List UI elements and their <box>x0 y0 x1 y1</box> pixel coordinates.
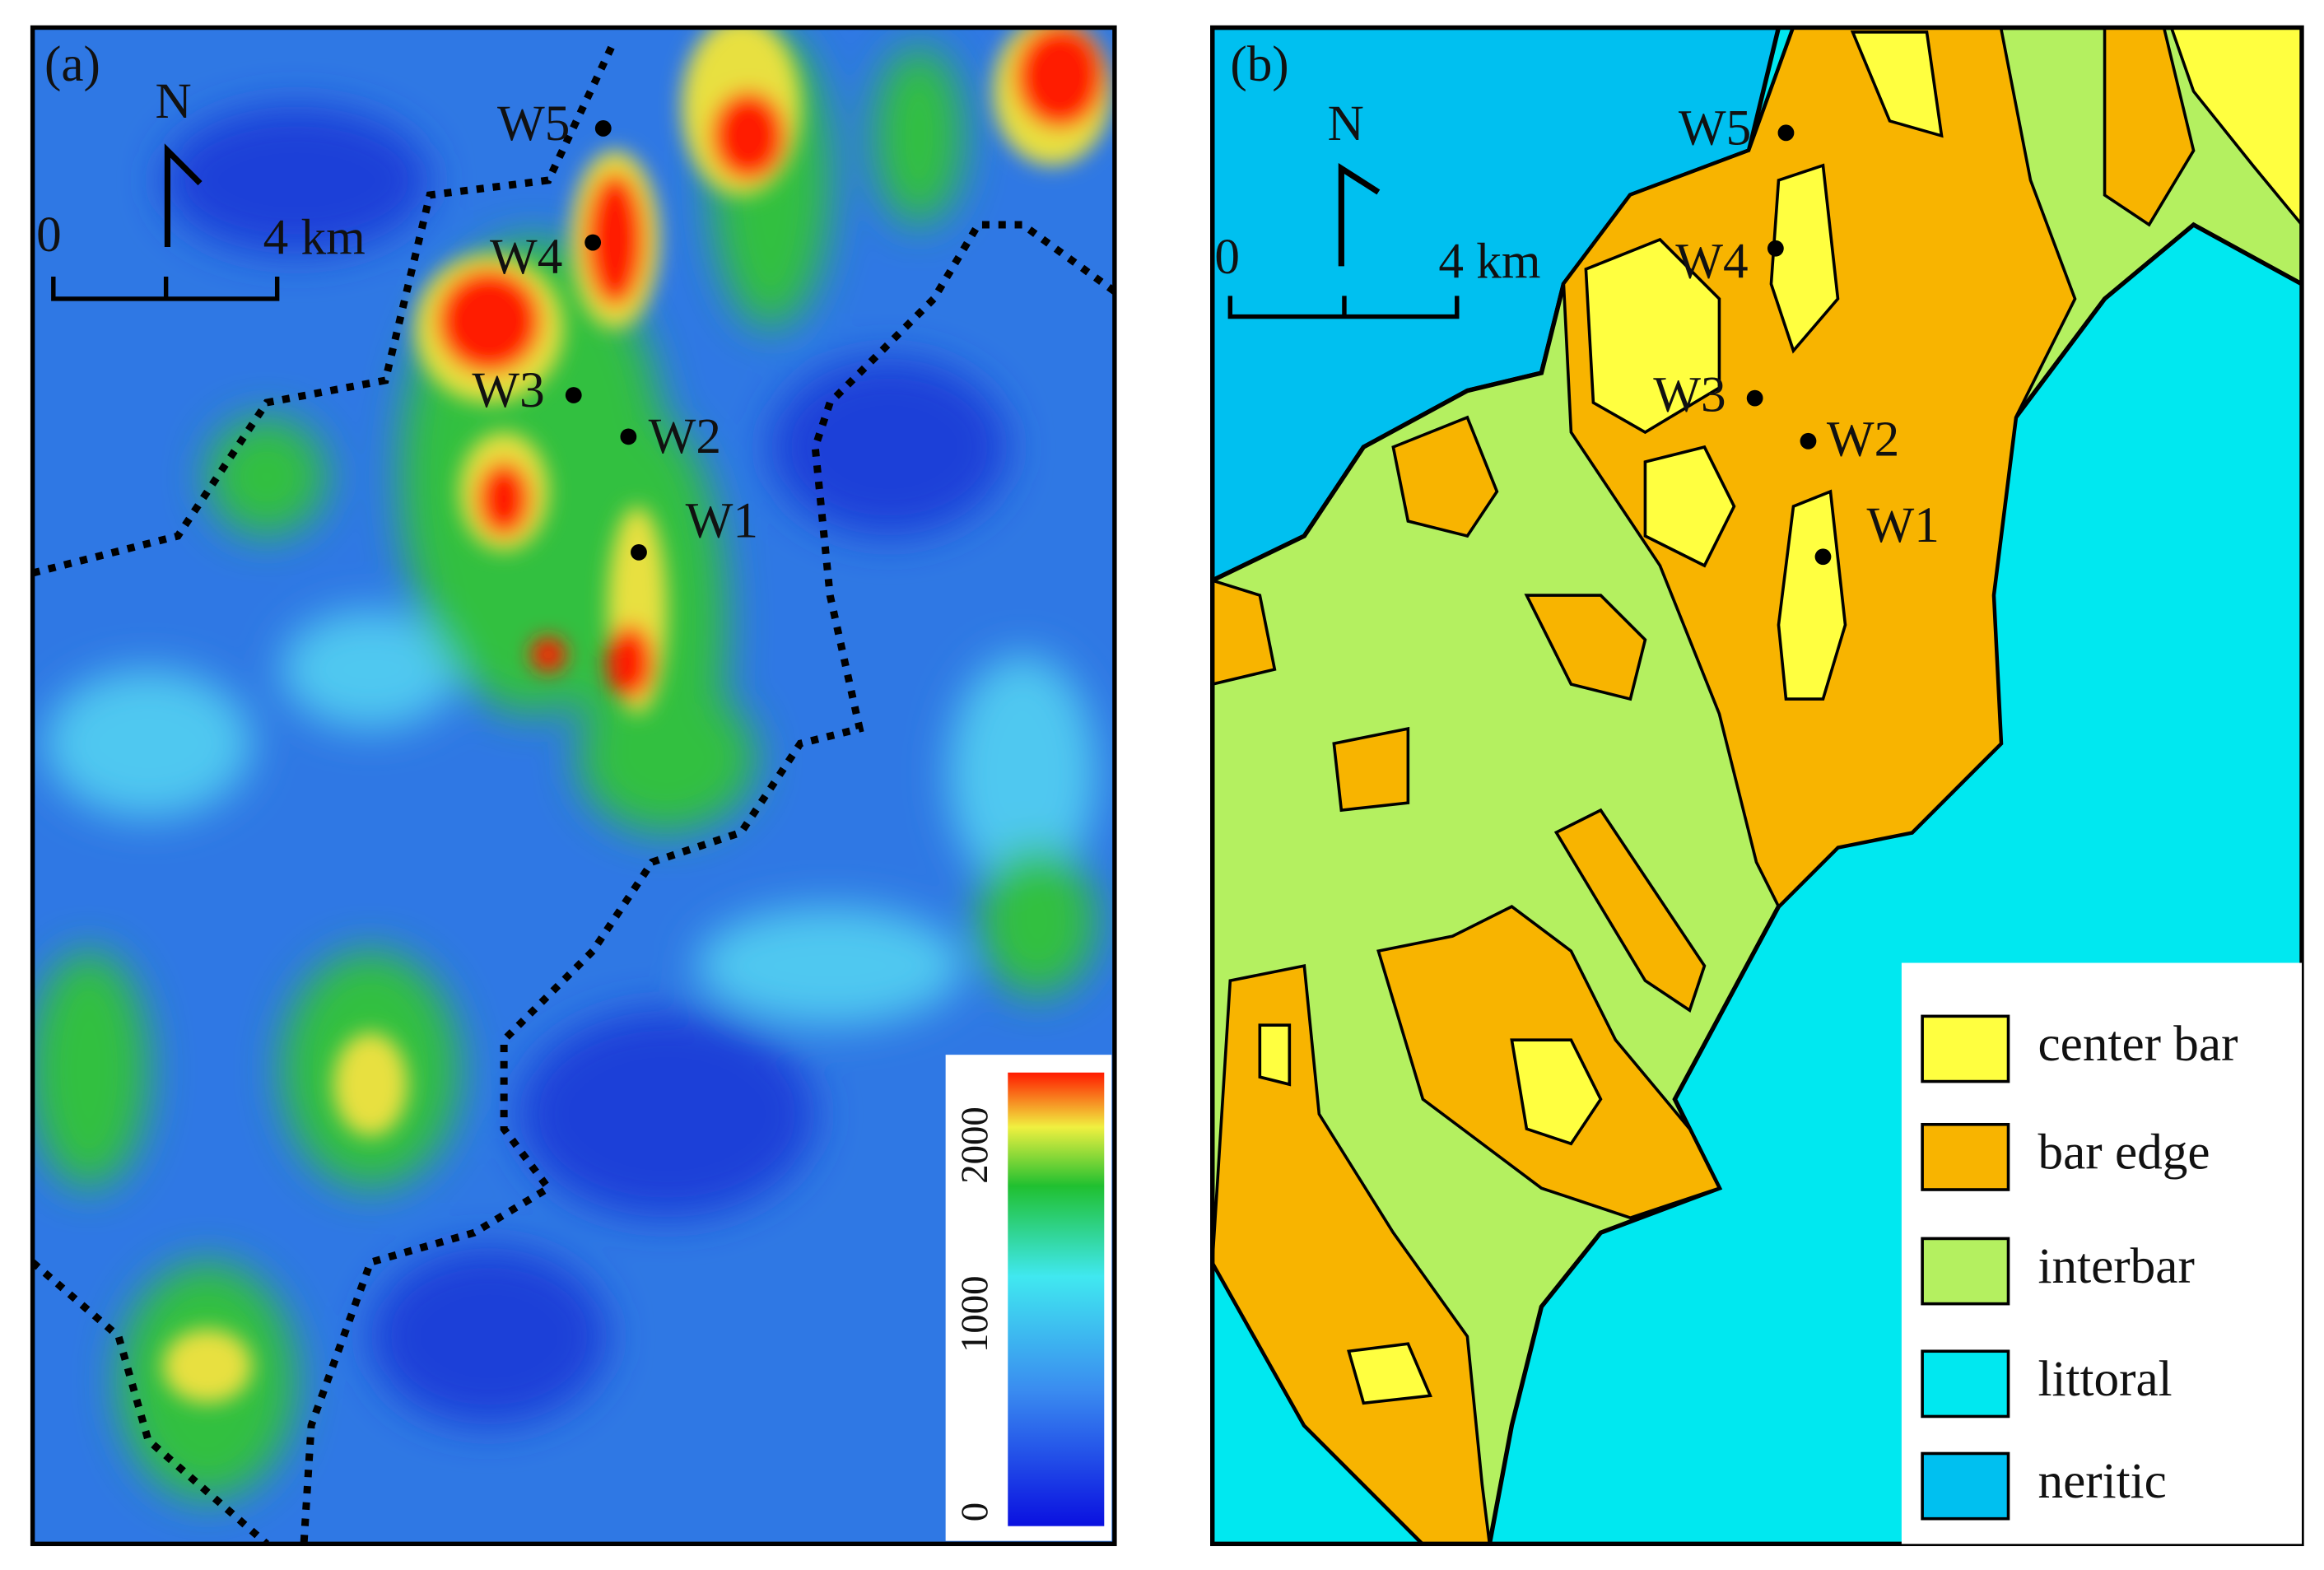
scale-end: 4 km <box>1438 233 1540 289</box>
colorbar <box>1008 1072 1105 1526</box>
panel-frame <box>30 25 1117 1546</box>
legend-swatch <box>1921 1122 2010 1191</box>
well-label: W4 <box>490 229 562 285</box>
well <box>631 543 647 561</box>
well-label: W4 <box>1675 233 1748 289</box>
panel-label: (b) <box>1230 36 1288 92</box>
legend-swatch <box>1921 1014 2010 1083</box>
north-arrow <box>1338 162 1381 267</box>
well <box>1814 548 1832 566</box>
legend-swatch <box>1921 1349 2010 1419</box>
legend-label: center bar <box>2038 1016 2238 1072</box>
colorbar-tick-label: 1000 <box>953 1275 996 1353</box>
scale-bar <box>51 276 280 301</box>
well-label: W1 <box>1867 497 1940 553</box>
well-label: W5 <box>497 96 570 151</box>
well-label: W2 <box>649 408 721 464</box>
attribute-map <box>32 27 1115 1544</box>
north-label: N <box>156 73 192 129</box>
scale-start: 0 <box>1214 229 1240 285</box>
well <box>1767 240 1784 257</box>
legend-label: interbar <box>2038 1238 2195 1294</box>
well-label: W5 <box>1679 100 1751 156</box>
panel-frame <box>1210 25 2304 1546</box>
well-label: W3 <box>1653 366 1726 422</box>
well <box>620 428 637 445</box>
scale-bar <box>1227 296 1460 319</box>
legend-swatch <box>1921 1451 2010 1521</box>
well <box>1746 389 1763 407</box>
scale-end: 4 km <box>263 210 366 266</box>
legend-label: littoral <box>2038 1351 2173 1407</box>
well <box>1777 124 1795 142</box>
legend-swatch <box>1921 1237 2010 1306</box>
legend: center bar bar edge interbar littoral neriti… <box>1921 1014 2238 1521</box>
well-label: W1 <box>686 492 758 548</box>
north-arrow <box>164 143 203 247</box>
well <box>1800 432 1817 450</box>
north-label: N <box>1328 96 1364 151</box>
colorbar-tick-label: 2000 <box>953 1106 996 1184</box>
legend-label: bar edge <box>2038 1124 2210 1180</box>
panel-label: (a) <box>44 36 100 92</box>
colorbar-tick-label: 0 <box>953 1502 996 1521</box>
scale-start: 0 <box>36 207 62 263</box>
well-label: W3 <box>472 362 544 418</box>
well <box>594 120 612 137</box>
well-label: W2 <box>1827 411 1899 467</box>
well <box>584 234 602 251</box>
legend-label: neritic <box>2038 1453 2167 1509</box>
well <box>565 387 582 403</box>
